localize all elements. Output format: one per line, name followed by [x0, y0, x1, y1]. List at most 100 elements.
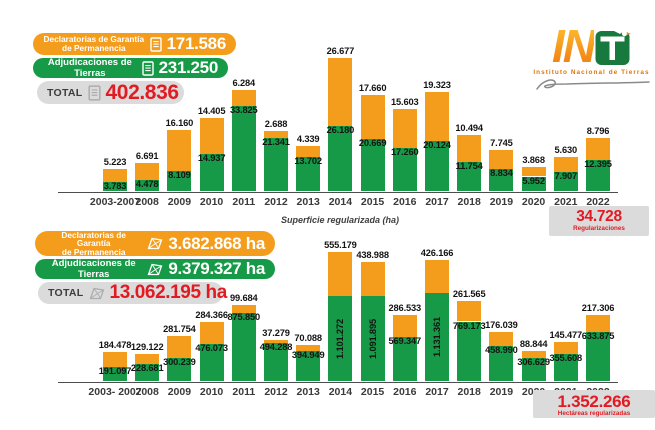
- bar-segment-orange: [586, 315, 610, 333]
- x-axis-label: 2017: [425, 386, 449, 398]
- bar-value-orange: 555.179: [324, 240, 357, 251]
- document-icon: [141, 60, 154, 76]
- legend-adjudicaciones-label: Adjudicaciones de Tierras: [51, 258, 136, 280]
- bar-segment-green: [553, 353, 578, 382]
- bar-segment-orange: [231, 305, 256, 314]
- x-axis-label: 2003-2007: [89, 196, 141, 208]
- bar-value-green: 1.131.361: [432, 317, 442, 358]
- x-axis-label: 2011: [232, 386, 256, 398]
- bar-value-orange: 5.223: [103, 156, 127, 167]
- bar-value-orange: 88.844: [519, 338, 548, 349]
- bar-segment-orange: [135, 163, 160, 181]
- bar-value-orange: 10.494: [455, 123, 483, 134]
- land-parcel-icon: [147, 237, 163, 250]
- bar-segment-orange: [103, 168, 127, 182]
- legend-label-line2: de Permanencia: [61, 246, 126, 257]
- between-charts-note: Superficie regularizada (ha): [280, 215, 400, 225]
- bar-segment-orange: [167, 130, 192, 172]
- bar-value-orange: 426.166: [420, 248, 454, 258]
- bar-value-green: 17.260: [391, 147, 419, 157]
- bar-value-green: 14.937: [197, 152, 226, 163]
- inti-logo: IN Instituto Nacional de Tierras: [528, 22, 655, 95]
- legend-adjudicaciones-value: 231.250: [158, 58, 219, 77]
- bar-segment-orange: [553, 342, 578, 354]
- bar-value-green: 300.239: [163, 357, 196, 368]
- bar-segment-orange: [199, 117, 224, 154]
- bar-segment-orange: [489, 149, 514, 170]
- bar-segment-orange: [457, 301, 482, 322]
- bar-value-green: 769.173: [452, 320, 486, 331]
- bar-value-orange: 261.565: [452, 289, 486, 300]
- bar-segment-orange: [199, 322, 224, 345]
- x-axis-label: 2019: [489, 196, 514, 208]
- bar-segment-green: [553, 171, 578, 192]
- bar-segment-orange: [425, 260, 449, 294]
- bar-value-green: 1.091.895: [367, 318, 378, 359]
- x-axis-label: 2010: [199, 386, 224, 398]
- x-axis-label: 2009: [167, 386, 192, 398]
- bar-segment-green: [264, 137, 288, 192]
- bar-segment-orange: [135, 353, 160, 364]
- legend-label-line2: de Permanencia: [62, 43, 126, 53]
- bar-segment-orange: [103, 352, 127, 367]
- bar-segment-orange: [231, 90, 256, 107]
- bar-segment-orange: [586, 138, 610, 161]
- bar-segment-green: [489, 345, 514, 382]
- land-parcel-icon: [147, 263, 163, 276]
- x-axis-label: 2010: [199, 196, 224, 208]
- bar-value-green: 875.850: [227, 312, 261, 323]
- bar-segment-orange: [425, 92, 449, 141]
- x-axis-label: 2008: [135, 196, 159, 208]
- x-axis-label: 2014: [328, 386, 353, 398]
- bar-segment-green: [199, 153, 224, 192]
- x-axis-label: 2008: [135, 386, 159, 398]
- bar-value-orange: 6.284: [232, 78, 256, 89]
- bar-segment-orange: [521, 166, 546, 177]
- x-axis-label: 2011: [232, 196, 256, 208]
- bar-value-orange: 438.988: [356, 250, 389, 261]
- bar-segment-green: [360, 139, 385, 192]
- bar-segment-green: [135, 363, 160, 382]
- bar-value-green: 33.825: [230, 105, 258, 116]
- bar-value-orange: 2.688: [264, 118, 288, 129]
- bar-value-green: 26.180: [326, 124, 355, 135]
- bar-value-green: 476.073: [195, 343, 228, 354]
- bar-segment-green: [521, 357, 546, 382]
- legend-declaratorias-top: Declaratorias de Garantía de Permanencia…: [33, 33, 236, 55]
- summary-label: Regularizaciones: [573, 224, 625, 232]
- bar-segment-orange: [521, 350, 546, 358]
- bar-value-orange: 37.279: [262, 328, 290, 339]
- document-icon: [87, 84, 101, 101]
- summary-label: Hectáreas regularizadas: [557, 410, 631, 417]
- bar-segment-green: [103, 366, 127, 382]
- x-axis-label: 2016: [393, 196, 417, 208]
- bar-segment-green: [264, 342, 288, 382]
- bar-value-orange: 176.039: [485, 319, 518, 330]
- bar-segment-orange: [489, 331, 514, 346]
- bar-segment-green: [425, 293, 449, 382]
- bar-segment-green: [392, 148, 417, 192]
- document-icon: [149, 36, 162, 52]
- bar-segment-orange: [296, 345, 321, 351]
- x-axis-label: 2018: [457, 196, 481, 208]
- bar-segment-orange: [392, 314, 417, 338]
- legend-declaratorias-label: Declaratorias de Garantía de Permanencia: [45, 230, 142, 257]
- bar-segment-green: [231, 106, 256, 192]
- x-axis-label: 2019: [489, 386, 514, 398]
- bar-segment-green: [360, 296, 385, 382]
- x-axis-label: 2013: [296, 386, 320, 398]
- legend-declaratorias-value: 171.586: [166, 34, 227, 53]
- summary-hectareas: 1.352.266 Hectáreas regularizadas: [533, 390, 655, 418]
- bar-value-green: 13.702: [294, 155, 322, 166]
- bar-segment-green: [425, 140, 449, 192]
- bar-segment-green: [199, 344, 224, 382]
- bar-value-orange: 4.339: [296, 134, 320, 145]
- bar-value-green: 355.608: [549, 352, 583, 363]
- bar-value-orange: 7.745: [490, 137, 513, 148]
- bar-value-green: 8.109: [168, 170, 191, 181]
- inti-logo-wordmark: IN: [552, 20, 596, 72]
- x-axis-line: [58, 191, 618, 193]
- bar-value-orange: 5.630: [554, 145, 578, 156]
- total-label: TOTAL: [48, 287, 84, 299]
- bar-value-orange: 26.677: [326, 46, 355, 57]
